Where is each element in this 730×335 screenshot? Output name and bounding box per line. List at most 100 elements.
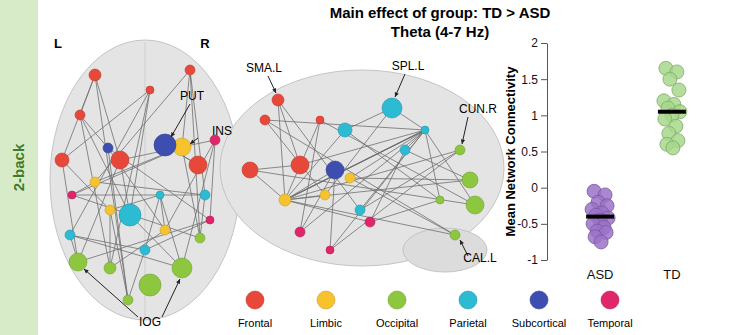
region-label: IOG: [139, 315, 161, 329]
network-node: [139, 274, 161, 296]
y-tick: 1: [531, 109, 547, 123]
network-node: [55, 153, 69, 167]
network-top: [55, 65, 220, 305]
label-arrow: [84, 269, 138, 317]
network-edge: [278, 100, 285, 200]
legend-swatch: [459, 291, 477, 309]
network-node: [189, 156, 207, 174]
y-tick: 2: [531, 36, 547, 50]
y-tick-mark: [541, 79, 547, 80]
y-tick-label: 1: [531, 109, 538, 123]
network-edge: [95, 70, 190, 182]
network-edge: [265, 120, 325, 195]
x-axis: ASDTD: [587, 267, 681, 282]
network-node: [365, 217, 375, 227]
label-arrowhead: [190, 140, 195, 144]
region-label: SMA.L: [246, 61, 282, 75]
network-node: [450, 230, 460, 240]
y-tick-label: 0: [531, 181, 538, 195]
y-tick-label: -0.5: [517, 217, 538, 231]
mean-bar: [658, 110, 686, 114]
network-edge: [300, 120, 320, 232]
network-node: [154, 134, 176, 156]
network-edge: [285, 150, 460, 200]
network-edge: [285, 120, 320, 200]
network-edge: [80, 75, 95, 115]
legend-label: Temporal: [587, 317, 632, 329]
label-arrowhead: [171, 132, 175, 137]
network-node: [69, 253, 87, 271]
network-edge: [278, 100, 300, 165]
network-node: [400, 145, 410, 155]
network-edge: [72, 195, 200, 238]
plot-area: [585, 61, 687, 249]
network-edge: [330, 150, 460, 250]
network-edge: [330, 130, 425, 250]
panel-label: 2-back: [10, 143, 27, 191]
legend-swatch: [530, 291, 548, 309]
network-node: [89, 69, 101, 81]
network-side: [242, 94, 484, 254]
network-edge: [110, 210, 111, 268]
network-edge: [145, 220, 210, 250]
network-node: [185, 65, 195, 75]
brain-views: [50, 40, 504, 320]
legend-swatch: [246, 291, 264, 309]
mean-bar: [586, 215, 614, 219]
network-node: [466, 196, 484, 214]
y-tick-mark: [541, 152, 547, 153]
network-edge: [95, 75, 128, 300]
network-edge: [130, 90, 150, 215]
network-node: [272, 94, 284, 106]
legend-swatch: [388, 291, 406, 309]
label-arrowhead: [84, 269, 89, 274]
y-tick-label: 0.5: [521, 145, 538, 159]
network-edge: [145, 195, 160, 250]
figure: 2-backMain effect of group: TD > ASDThet…: [0, 0, 730, 335]
network-node: [338, 123, 352, 137]
legend: FrontalLimbicOccipitalParietalSubcortica…: [238, 291, 633, 329]
region-labels: LRPUTINSIOGSMA.LSPL.LCUN.RCAL.L: [54, 36, 497, 329]
network-node: [103, 143, 113, 153]
data-point: [594, 235, 608, 249]
network-node: [355, 205, 365, 215]
region-label: INS: [212, 124, 232, 138]
panel-band: [0, 0, 38, 335]
y-tick: 1.5: [521, 73, 547, 87]
network-node: [436, 196, 444, 204]
y-tick-label: -1: [527, 253, 538, 267]
x-tick-label: ASD: [587, 267, 614, 282]
legend-label: Occipital: [376, 317, 418, 329]
y-tick: 0: [531, 181, 547, 195]
network-edge: [70, 235, 145, 250]
network-edge: [425, 130, 475, 205]
network-edge: [285, 130, 345, 200]
network-node: [421, 126, 429, 134]
network-edge: [285, 200, 370, 222]
network-edge: [285, 130, 425, 200]
network-node: [65, 230, 75, 240]
label-arrowhead: [461, 139, 465, 144]
y-tick: -1: [527, 253, 547, 267]
network-edge: [62, 160, 78, 262]
network-edge: [80, 115, 108, 148]
network-edge: [250, 170, 475, 205]
network-edge: [95, 75, 120, 160]
network-edge: [300, 130, 425, 165]
region-label: CUN.R: [459, 102, 497, 116]
y-axis-title: Mean Network Connectivity: [503, 66, 518, 237]
network-node: [326, 161, 344, 179]
network-node: [291, 156, 309, 174]
network-edge: [78, 220, 210, 262]
label-arrowhead: [272, 88, 276, 93]
network-edge: [285, 130, 425, 200]
y-tick: -0.5: [517, 217, 547, 231]
brain-cerebellum: [403, 228, 487, 272]
network-node: [123, 295, 133, 305]
y-tick-mark: [541, 260, 547, 261]
hemisphere-label: L: [54, 36, 62, 51]
network-node: [75, 110, 85, 120]
label-arrow: [162, 279, 180, 317]
network-node: [160, 225, 170, 235]
y-tick: 0.5: [521, 145, 547, 159]
